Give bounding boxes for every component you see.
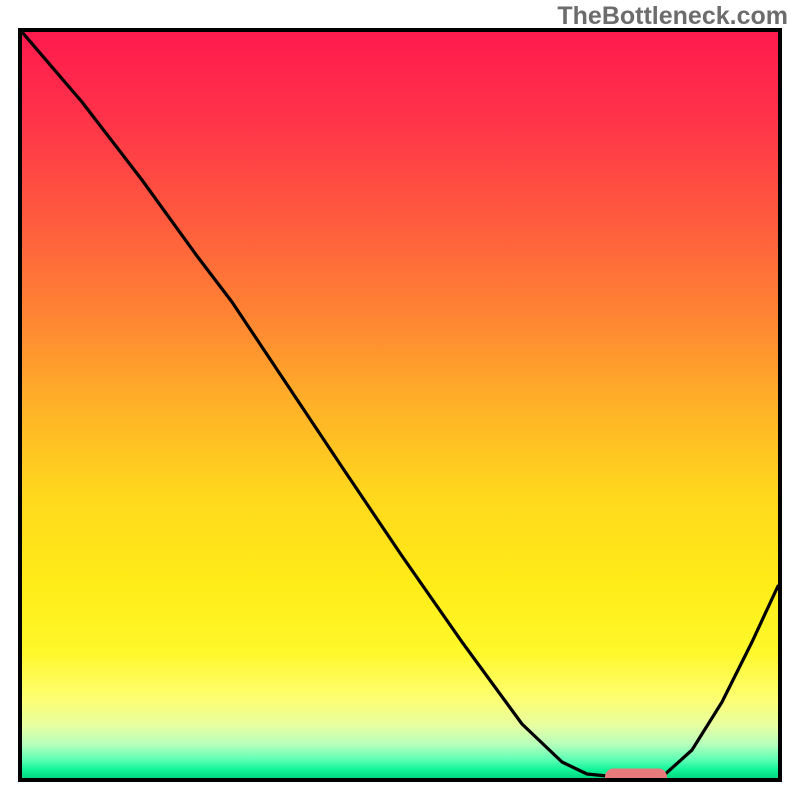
curve-path xyxy=(22,32,778,777)
curve-svg xyxy=(22,32,778,778)
optimum-marker xyxy=(605,769,667,779)
chart-container: { "watermark": { "text": "TheBottleneck.… xyxy=(0,0,800,800)
watermark-label: TheBottleneck.com xyxy=(557,2,788,31)
plot-area xyxy=(22,32,778,778)
